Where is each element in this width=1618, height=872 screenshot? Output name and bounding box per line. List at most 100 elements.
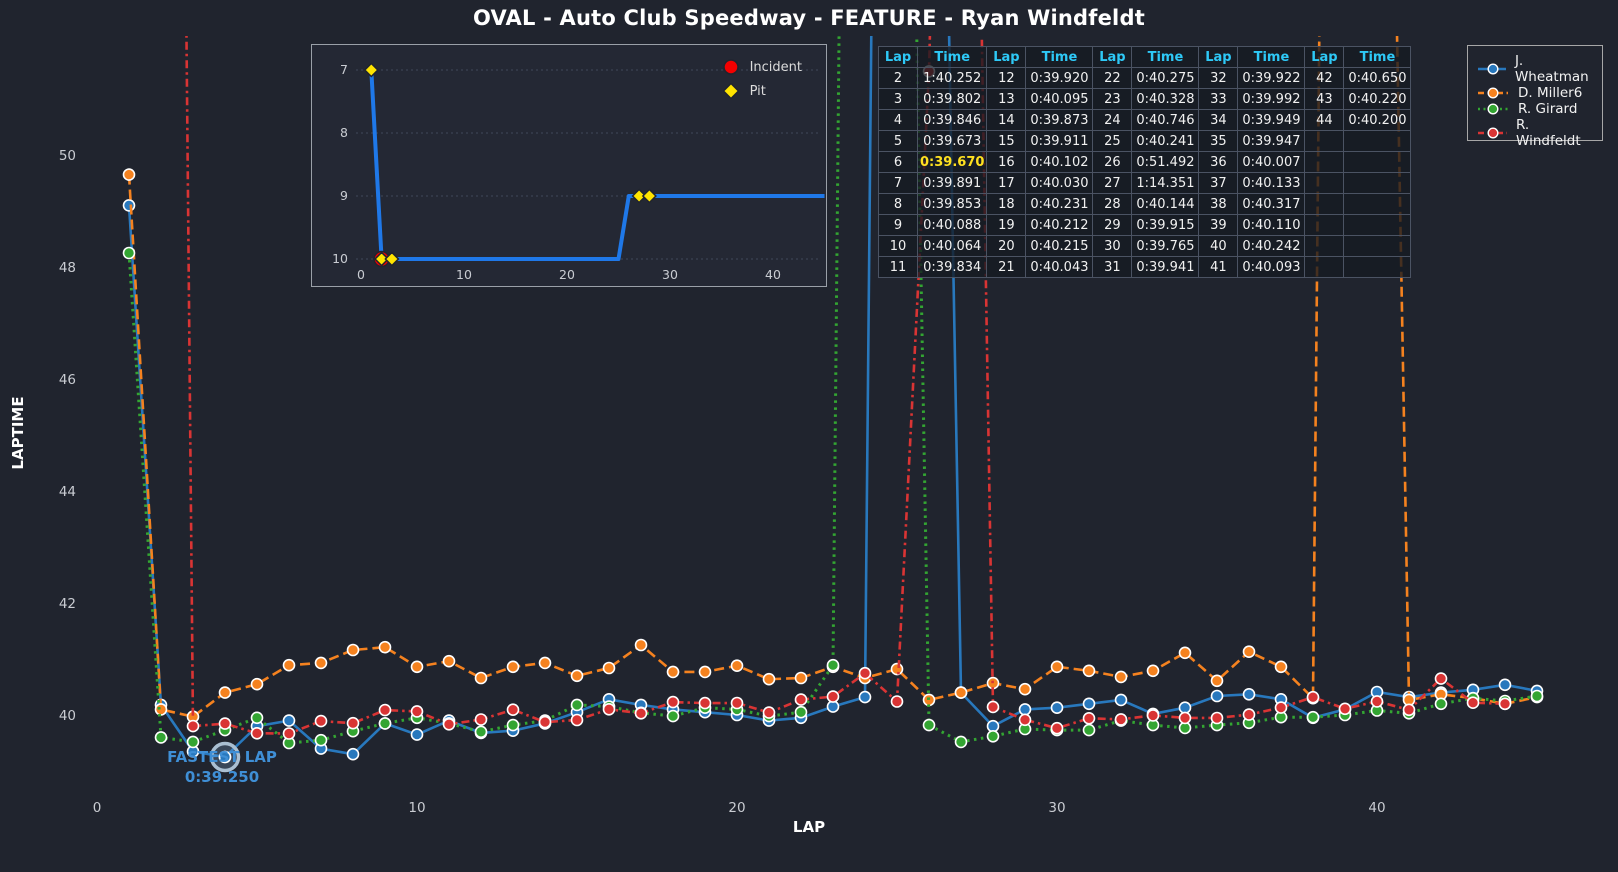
data-point-marker (570, 698, 584, 712)
data-point-marker (858, 666, 872, 680)
lap-time-cell: 0:40.746 (1131, 109, 1200, 131)
pit-marker (641, 188, 657, 204)
data-point-marker (410, 728, 424, 741)
fastest-lap-marker (218, 750, 232, 764)
legend-marker (1487, 87, 1499, 99)
data-point-marker (1498, 697, 1512, 711)
lap-times-table: Lap Time Lap Time Lap Time Lap Time Lap Time 2 1:40… (878, 46, 1412, 278)
lap-number-cell: 32 (1198, 67, 1239, 89)
lap-time-cell: 0:40.007 (1237, 151, 1306, 173)
y-tick-label: 46 (59, 372, 76, 388)
lap-number-cell: 34 (1198, 109, 1239, 131)
data-point-marker (666, 695, 680, 709)
data-point-marker (282, 727, 296, 740)
lap-time-cell: 0:40.220 (1343, 88, 1412, 110)
data-point-marker (378, 703, 392, 717)
data-point-marker (826, 690, 840, 703)
lap-time-cell: 1:14.351 (1131, 172, 1200, 194)
data-point-marker (154, 731, 168, 744)
y-tick-label: 40 (59, 708, 76, 724)
data-point-marker (1274, 701, 1288, 714)
data-point-marker (442, 717, 456, 731)
lap-header: Lap (1304, 46, 1345, 68)
time-header: Time (1237, 46, 1306, 68)
fastest-lap-label: FASTEST LAP (167, 748, 277, 766)
lap-number-cell: 8 (878, 193, 918, 215)
data-point-marker (250, 726, 264, 740)
lap-time-cell: 0:40.242 (1237, 235, 1306, 257)
legend-driver-name: D. Miller6 (1518, 85, 1583, 101)
data-point-marker (922, 718, 936, 732)
data-point-marker (794, 705, 808, 719)
lap-time-cell: 0:40.088 (916, 214, 988, 236)
lap-number-cell: 2 (878, 67, 918, 89)
data-point-marker (250, 711, 264, 725)
data-point-marker (186, 735, 200, 749)
lap-time-cell: 0:39.922 (1237, 67, 1306, 89)
data-point-marker (1050, 721, 1064, 735)
time-header: Time (916, 46, 988, 68)
data-point-marker (762, 672, 776, 686)
data-point-marker (1210, 689, 1224, 703)
data-point-marker (122, 199, 136, 212)
plot-area (122, 36, 1544, 773)
lap-time-cell: 0:51.492 (1131, 151, 1200, 173)
data-point-marker (1402, 703, 1416, 717)
lap-header: Lap (986, 46, 1027, 68)
lap-number-cell: 28 (1092, 193, 1133, 215)
data-point-marker (250, 677, 264, 691)
data-point-marker (794, 693, 808, 706)
lap-time-cell (1343, 193, 1412, 215)
x-tick-label: 10 (408, 800, 425, 816)
table-row: 9 0:40.088 19 0:40.212 29 0:39.915 39 0:40.110 (878, 214, 1412, 236)
inset-x-tick-label: 40 (765, 267, 781, 282)
lap-time-cell: 0:40.093 (1237, 256, 1306, 278)
data-point-marker (314, 733, 328, 747)
lap-number-cell (1304, 193, 1345, 215)
time-header: Time (1131, 46, 1200, 68)
data-point-marker (1082, 723, 1096, 737)
inset-x-tick-label: 20 (559, 267, 575, 282)
lap-time-cell: 0:40.317 (1237, 193, 1306, 215)
x-tick-label: 0 (93, 800, 102, 816)
legend-line-sample (1478, 87, 1508, 99)
y-tick-label: 50 (59, 148, 76, 164)
lap-number-cell: 5 (878, 130, 918, 152)
legend-marker (1487, 63, 1499, 75)
data-point-marker (1242, 687, 1256, 701)
lap-number-cell: 25 (1092, 130, 1133, 152)
lap-time-cell: 0:40.275 (1131, 67, 1200, 89)
data-point-marker (346, 716, 360, 730)
pit-label: Pit (749, 83, 766, 99)
y-tick-label: 42 (59, 596, 76, 612)
data-point-marker (890, 695, 904, 708)
data-point-marker (1114, 693, 1128, 707)
lap-time-cell (1343, 130, 1412, 152)
lap-number-cell: 15 (986, 130, 1027, 152)
lap-time-cell: 0:39.670 (916, 151, 988, 173)
data-point-marker (154, 703, 168, 716)
pit-marker (384, 251, 400, 267)
lap-time-cell: 0:39.941 (1131, 256, 1200, 278)
table-row: 11 0:39.834 21 0:40.043 31 0:39.941 41 0:40.093 (878, 256, 1412, 278)
data-point-marker (890, 662, 904, 676)
lap-header: Lap (1092, 46, 1133, 68)
data-point-marker (506, 660, 520, 674)
inset-y-tick-label: 9 (340, 188, 348, 203)
lap-number-cell: 19 (986, 214, 1027, 236)
legend-item-r-girard: R. Girard (1477, 101, 1593, 117)
lap-number-cell: 39 (1198, 214, 1239, 236)
lap-number-cell: 36 (1198, 151, 1239, 173)
data-point-marker (1434, 697, 1448, 711)
lap-number-cell: 18 (986, 193, 1027, 215)
data-point-marker (314, 714, 328, 728)
inset-x-tick-label: 10 (456, 267, 472, 282)
lap-time-cell: 0:39.949 (1237, 109, 1306, 131)
table-row: 7 0:39.891 17 0:40.030 27 1:14.351 37 0:40.133 (878, 172, 1412, 194)
table-row: 5 0:39.673 15 0:39.911 25 0:40.241 35 0:39.947 (878, 130, 1412, 152)
lap-time-cell: 0:39.915 (1131, 214, 1200, 236)
lap-number-cell: 40 (1198, 235, 1239, 257)
data-point-marker (1338, 702, 1352, 716)
data-point-marker (1434, 672, 1448, 685)
table-row: 2 1:40.252 12 0:39.920 22 0:40.275 32 0:39.922 4… (878, 67, 1412, 89)
